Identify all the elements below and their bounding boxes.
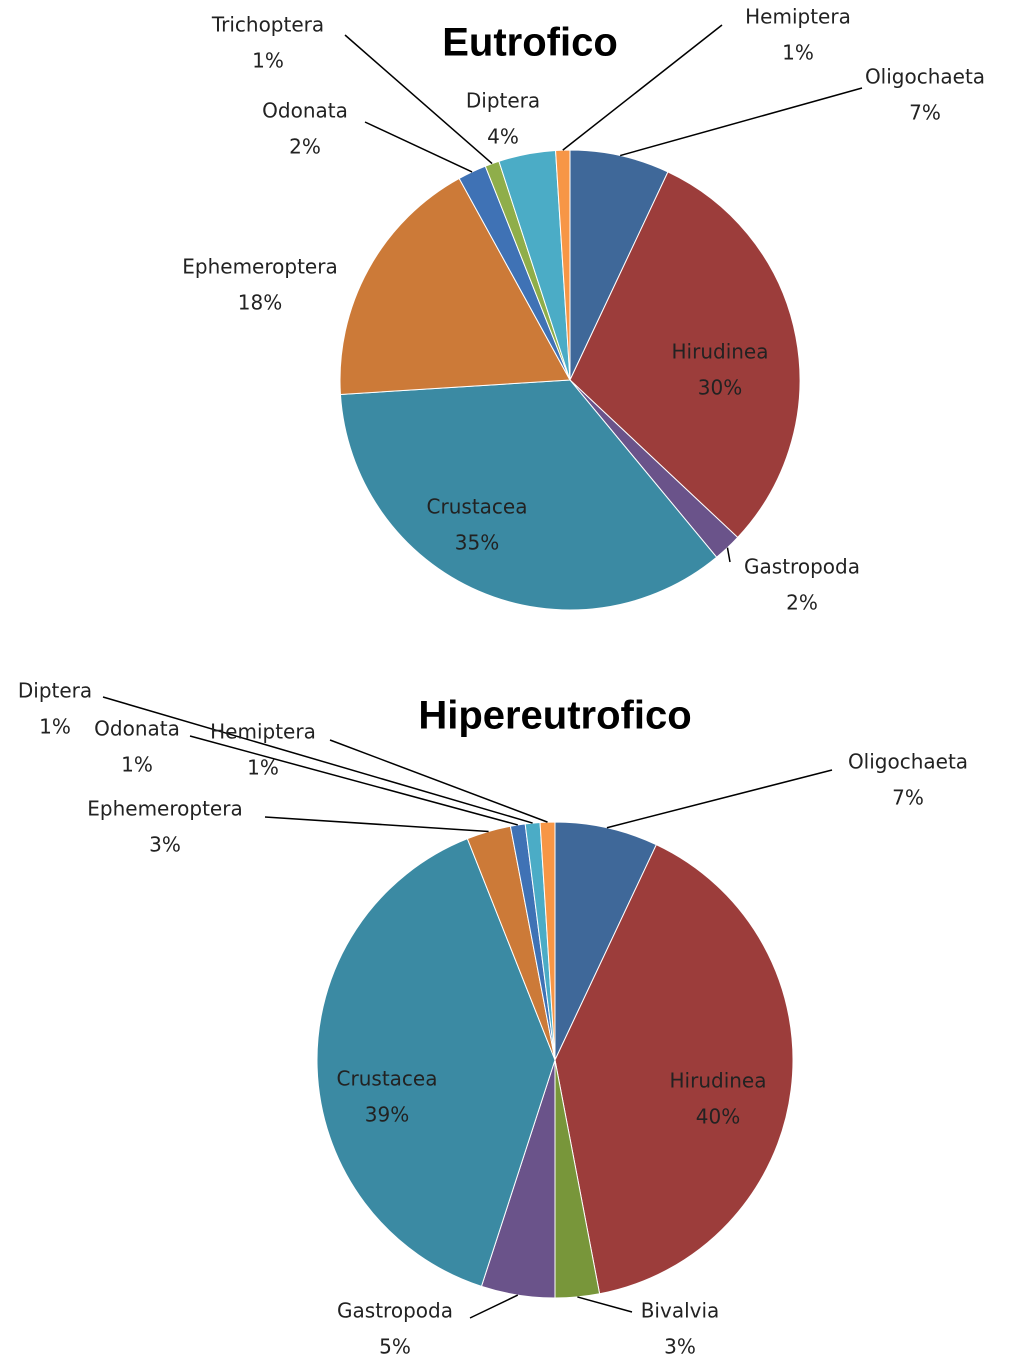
pie-slice [339,177,571,395]
leader-line [364,121,473,173]
pie-slice [569,171,801,539]
pie-slice [569,149,669,381]
chart-title: Hipereutrofico [418,694,691,738]
slice-label: Gastropoda [744,555,860,579]
slice-label: Hemiptera [745,5,851,29]
slice-value-label: 1% [782,41,814,65]
slice-value-label: 5% [379,1335,411,1359]
leader-line [189,735,518,826]
slice-label: Hemiptera [210,720,316,744]
slice-value-label: 7% [892,786,924,810]
leader-line [619,87,863,157]
slice-label: Crustacea [337,1067,438,1091]
slice-label: Hirudinea [672,340,769,364]
slice-label: Trichoptera [211,13,324,37]
slice-label: Crustacea [427,495,528,519]
leader-line [606,769,833,829]
slice-value-label: 4% [487,125,519,149]
slice-value-label: 2% [289,135,321,159]
leader-line [329,739,548,823]
slice-value-label: 18% [238,291,282,315]
leader-line [469,1294,519,1319]
pie-slice [554,843,794,1295]
slice-value-label: 35% [455,531,499,555]
slice-value-label: 3% [149,833,181,857]
slice-value-label: 1% [121,753,153,777]
slice-value-label: 30% [698,376,742,400]
slice-label: Ephemeroptera [87,797,242,821]
slice-label: Odonata [94,717,180,741]
slice-value-label: 2% [786,591,818,615]
slice-label: Ephemeroptera [182,255,337,279]
slice-value-label: 1% [247,756,279,780]
slice-value-label: 7% [909,101,941,125]
slice-label: Bivalvia [641,1299,720,1323]
leader-line [344,34,493,165]
pie-slice [539,821,556,1061]
slice-label: Oligochaeta [848,750,968,774]
pie-slice [339,379,718,611]
pie-slice [554,821,658,1061]
slice-value-label: 39% [365,1103,409,1127]
slice-value-label: 3% [664,1335,696,1359]
chart-title: Eutrofico [442,21,618,65]
slice-label: Diptera [466,89,540,113]
slice-label: Oligochaeta [865,65,985,89]
slice-label: Gastropoda [337,1299,453,1323]
leader-line [562,24,723,151]
leader-line [264,816,489,833]
slice-label: Diptera [18,679,92,703]
pie-slice [316,838,556,1287]
leader-line [102,696,533,824]
leader-line [726,547,731,563]
slice-value-label: 40% [696,1105,740,1129]
slice-value-label: 1% [252,49,284,73]
leader-line [577,1296,633,1313]
pie-slice [555,149,571,381]
slice-label: Odonata [262,99,348,123]
slice-label: Hirudinea [670,1069,767,1093]
slice-value-label: 1% [39,715,71,739]
